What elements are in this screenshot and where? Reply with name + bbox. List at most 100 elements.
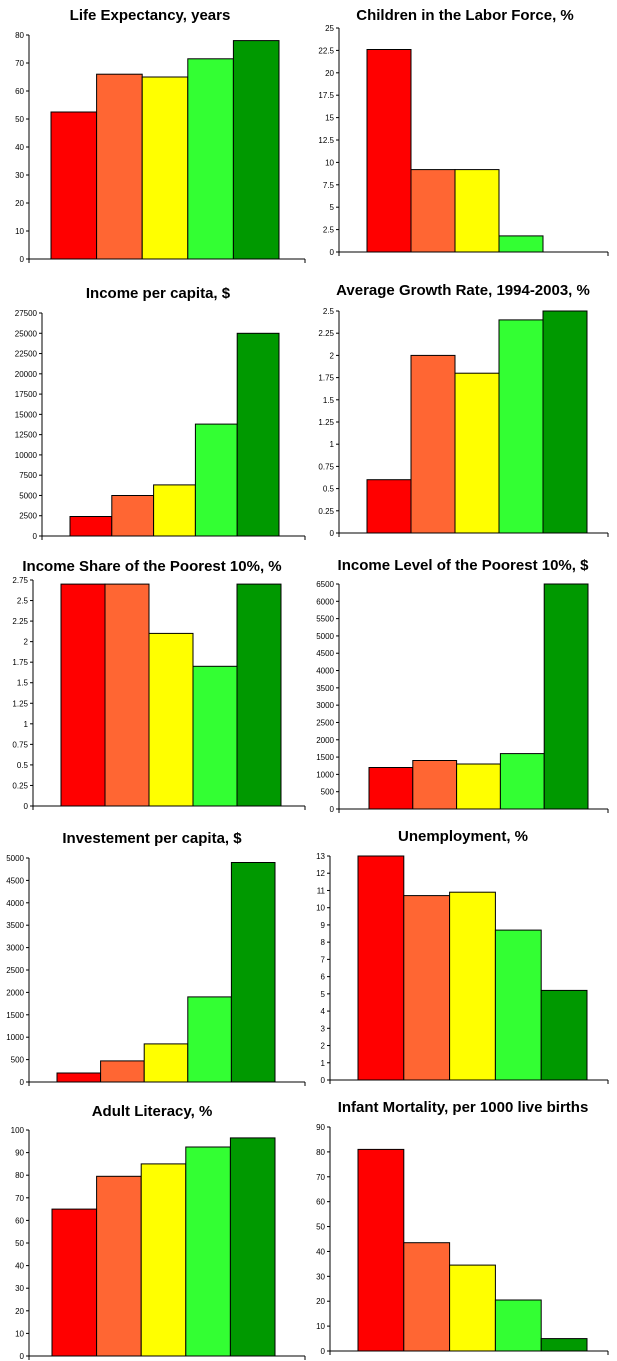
bar-3 — [449, 1264, 496, 1352]
y-tick-label: 0 — [33, 532, 38, 541]
y-tick-label: 11 — [317, 886, 326, 895]
chart-7: Investement per capita, $ 0 500 1000 1500 200… — [6, 830, 306, 1087]
y-tick-label: 5000 — [316, 632, 334, 641]
bar-4 — [187, 996, 232, 1083]
bar-4 — [494, 1299, 542, 1352]
y-tick-label: 13 — [316, 852, 325, 861]
y-tick-label: 2500 — [19, 512, 37, 521]
y-tick-label: 1500 — [6, 1011, 24, 1020]
bar-4 — [192, 665, 238, 807]
y-tick-label: 80 — [15, 1171, 24, 1180]
y-tick-label: 10 — [316, 904, 325, 913]
chart-5: Income Share of the Poorest 10%, % 0 0.25 0… — [12, 558, 306, 811]
y-tick-label: 6000 — [316, 597, 334, 606]
y-tick-label: 0 — [330, 529, 335, 538]
bar-4 — [498, 319, 544, 534]
y-tick-label: 4000 — [6, 899, 24, 908]
bar-1 — [69, 516, 113, 537]
y-tick-label: 0 — [20, 1078, 25, 1087]
y-tick-label: 0.75 — [318, 462, 334, 471]
y-tick-label: 12 — [316, 869, 325, 878]
y-tick-label: 90 — [316, 1123, 325, 1132]
bar-4 — [187, 58, 234, 260]
y-tick-label: 500 — [321, 788, 335, 797]
bar-5 — [229, 1137, 276, 1357]
y-tick-label: 0.5 — [17, 761, 29, 770]
y-tick-label: 20 — [325, 69, 334, 78]
y-tick-label: 20 — [15, 1307, 24, 1316]
y-tick-label: 70 — [316, 1173, 325, 1182]
y-tick-label: 5000 — [19, 491, 37, 500]
bar-2 — [100, 1060, 145, 1083]
y-tick-label: 0.5 — [323, 485, 335, 494]
y-tick-label: 1.75 — [318, 374, 334, 383]
y-tick-label: 0 — [321, 1347, 326, 1356]
y-tick-label: 1 — [330, 440, 335, 449]
chart-6: Income Level of the Poorest 10%, $ 0 500 10… — [316, 557, 609, 814]
bar-4 — [185, 1146, 231, 1357]
y-tick-label: 20 — [316, 1297, 325, 1306]
y-tick-label: 70 — [15, 1194, 24, 1203]
y-tick-label: 10 — [15, 1329, 24, 1338]
y-tick-label: 80 — [15, 31, 24, 40]
y-tick-label: 80 — [316, 1148, 325, 1157]
y-tick-label: 5 — [330, 203, 335, 212]
y-tick-label: 2.5 — [323, 226, 335, 235]
y-tick-label: 60 — [15, 1216, 24, 1225]
y-tick-label: 0 — [20, 255, 25, 264]
y-tick-label: 15 — [325, 114, 334, 123]
y-tick-label: 2.25 — [318, 329, 334, 338]
y-tick-label: 2.5 — [323, 307, 335, 316]
y-tick-label: 17500 — [15, 390, 38, 399]
y-tick-label: 5500 — [316, 615, 334, 624]
bar-4 — [494, 929, 542, 1081]
y-tick-label: 2 — [24, 638, 29, 647]
bar-2 — [410, 169, 456, 253]
bar-5 — [236, 583, 282, 807]
y-tick-label: 1.25 — [12, 699, 28, 708]
y-tick-label: 0.25 — [318, 507, 334, 516]
y-tick-label: 1.5 — [323, 396, 335, 405]
y-tick-label: 2000 — [6, 988, 24, 997]
y-tick-label: 2500 — [316, 718, 334, 727]
bar-5 — [543, 583, 589, 810]
y-tick-label: 3000 — [6, 944, 24, 953]
chart-1: Life Expectancy, years 0 10 20 30 40 50 60 70 80 — [15, 7, 306, 264]
y-tick-label: 1 — [321, 1059, 326, 1068]
chart-title: Income Share of the Poorest 10%, % — [22, 558, 281, 575]
bar-2 — [412, 760, 458, 810]
y-tick-label: 10 — [325, 158, 334, 167]
y-tick-label: 2.75 — [12, 576, 28, 585]
y-tick-label: 40 — [15, 1262, 24, 1271]
chart-title: Income Level of the Poorest 10%, $ — [338, 557, 590, 574]
y-tick-label: 12.5 — [318, 136, 334, 145]
chart-title: Life Expectancy, years — [70, 7, 231, 24]
y-tick-label: 6500 — [316, 580, 334, 589]
y-tick-label: 3500 — [6, 921, 24, 930]
y-tick-label: 1.5 — [17, 679, 29, 688]
y-tick-label: 30 — [316, 1272, 325, 1281]
y-tick-label: 60 — [15, 87, 24, 96]
bar-5 — [230, 862, 276, 1083]
y-tick-label: 5000 — [6, 854, 24, 863]
y-tick-label: 22500 — [15, 350, 38, 359]
y-tick-label: 12500 — [15, 431, 38, 440]
y-tick-label: 10 — [15, 227, 24, 236]
bar-3 — [143, 1043, 189, 1083]
bar-5 — [542, 310, 588, 534]
y-tick-label: 10 — [316, 1322, 325, 1331]
bar-1 — [60, 583, 106, 807]
y-tick-label: 1.25 — [318, 418, 334, 427]
bar-3 — [141, 76, 189, 260]
y-tick-label: 0.25 — [12, 781, 28, 790]
bar-4 — [194, 423, 238, 537]
y-tick-label: 2500 — [6, 966, 24, 975]
y-tick-label: 500 — [11, 1056, 25, 1065]
y-tick-label: 90 — [15, 1149, 24, 1158]
y-tick-label: 25000 — [15, 329, 38, 338]
y-tick-label: 25 — [325, 24, 334, 33]
y-tick-label: 20000 — [15, 370, 38, 379]
y-tick-label: 4 — [321, 1007, 326, 1016]
bar-1 — [51, 1208, 98, 1357]
